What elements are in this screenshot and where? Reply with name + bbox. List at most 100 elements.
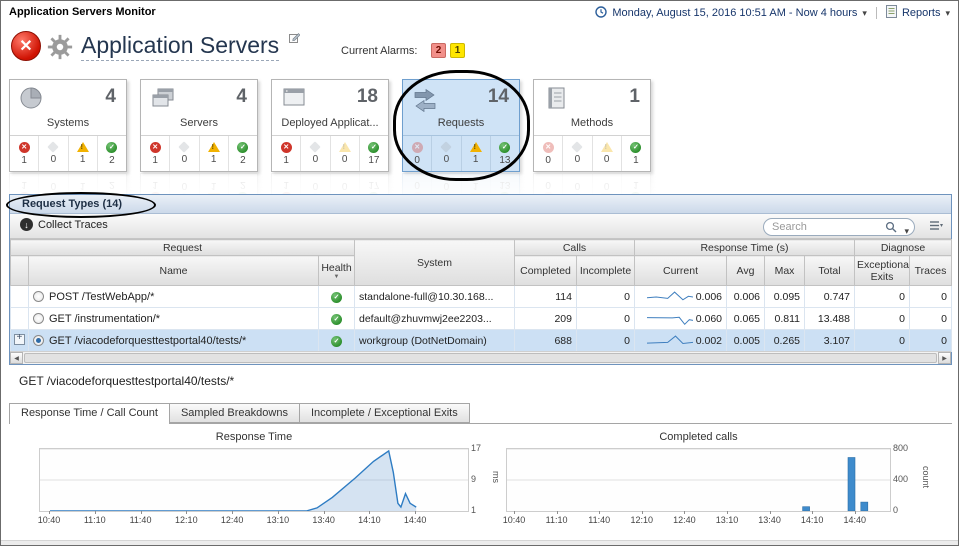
search-icon[interactable] <box>885 220 897 238</box>
status-fatal[interactable]: 0 <box>403 136 433 171</box>
table-row[interactable]: GET /viacodeforquesttestportal40/tests/*… <box>10 329 952 352</box>
col-header-system[interactable]: System <box>354 239 515 286</box>
x-tick-mark <box>514 511 515 514</box>
status-unknown[interactable]: 0 <box>39 136 69 171</box>
search-options-caret-icon[interactable] <box>904 221 909 239</box>
col-header-max[interactable]: Max <box>764 255 805 286</box>
page-title: Application Servers <box>81 32 280 61</box>
status-unknown[interactable]: 0 <box>170 136 200 171</box>
status-warning[interactable]: 0 <box>331 136 360 171</box>
col-header-traces[interactable]: Traces <box>909 255 952 286</box>
tile-methods[interactable]: 1 Methods 0 0 0 1 <box>533 79 651 172</box>
exceptional-exits-cell: 0 <box>854 329 910 352</box>
status-unknown[interactable]: 0 <box>432 136 462 171</box>
alarm-badge-critical[interactable]: 2 <box>431 43 446 58</box>
status-count: 17 <box>368 154 380 166</box>
status-warning[interactable]: 1 <box>69 136 98 171</box>
status-count: 0 <box>312 154 319 165</box>
x-tick-label: 12:10 <box>175 515 198 525</box>
reports-menu[interactable]: Reports <box>901 7 941 19</box>
alarm-badge-warning[interactable]: 1 <box>450 43 465 58</box>
row-radio[interactable] <box>33 290 44 302</box>
status-unknown[interactable]: 0 <box>301 136 331 171</box>
max-cell: 0.095 <box>764 285 805 308</box>
max-cell: 0.811 <box>764 307 805 330</box>
row-radio[interactable] <box>33 312 44 324</box>
tile-systems[interactable]: 4 Systems 1 0 1 2 <box>9 79 127 172</box>
status-normal[interactable]: 1 <box>622 136 650 171</box>
grid-settings-icon[interactable] <box>929 219 943 237</box>
tab-sampled-breakdowns[interactable]: Sampled Breakdowns <box>169 403 300 423</box>
col-header-current[interactable]: Current <box>634 255 727 286</box>
col-header-incomplete[interactable]: Incomplete <box>576 255 635 286</box>
status-warning[interactable]: 1 <box>462 136 491 171</box>
row-radio[interactable] <box>33 334 44 346</box>
warning-icon <box>469 142 482 152</box>
table-row[interactable]: POST /TestWebApp/* standalone-full@10.30… <box>10 285 952 308</box>
col-header-total[interactable]: Total <box>804 255 855 286</box>
col-header-name[interactable]: Name <box>28 255 319 286</box>
tile-label: Servers <box>180 117 218 129</box>
time-range-selector[interactable]: Monday, August 15, 2016 10:51 AM - Now 4… <box>612 7 858 19</box>
current-value: 0.060 <box>695 312 722 325</box>
search-input[interactable] <box>763 218 915 236</box>
panel-title: Request Types (14) <box>10 195 951 214</box>
status-unknown[interactable]: 0 <box>563 136 593 171</box>
scroll-left-button[interactable] <box>10 352 23 364</box>
chevron-down-icon[interactable] <box>945 7 950 19</box>
col-header-avg[interactable]: Avg <box>726 255 765 286</box>
status-fatal[interactable]: 1 <box>141 136 171 171</box>
system-cell: standalone-full@10.30.168... <box>354 285 515 308</box>
tile-servers[interactable]: 4 Servers 1 0 1 2 <box>140 79 258 172</box>
request-types-table: Request System Calls Response Time (s) D… <box>10 239 952 352</box>
warning-icon <box>600 142 613 152</box>
sparkline <box>646 334 693 348</box>
health-normal-icon <box>331 291 342 303</box>
current-cell: 0.002 <box>634 329 727 352</box>
scroll-right-button[interactable] <box>938 352 951 364</box>
warning-icon <box>76 142 89 152</box>
current-value: 0.002 <box>695 334 722 347</box>
tile-status-bar: 1 0 0 17 <box>272 135 388 171</box>
search-box <box>763 217 915 238</box>
tile-count: 18 <box>356 86 378 107</box>
edit-title-icon[interactable] <box>289 30 301 48</box>
collect-traces-button[interactable]: Collect Traces <box>20 218 108 231</box>
status-warning[interactable]: 1 <box>200 136 229 171</box>
tile-count: 14 <box>487 86 509 107</box>
horizontal-scrollbar <box>10 351 951 364</box>
completed-cell: 114 <box>514 285 577 308</box>
tile-deployed-applications[interactable]: 18 Deployed Applicat... 1 0 0 17 <box>271 79 389 172</box>
tabs-underline <box>9 423 952 424</box>
total-cell: 13.488 <box>804 307 855 330</box>
tile-requests[interactable]: 14 Requests 0 0 1 13 <box>402 79 520 172</box>
col-header-exceptional-exits[interactable]: Exceptional Exits <box>854 255 910 286</box>
x-tick-label: 13:10 <box>715 515 739 525</box>
status-normal[interactable]: 17 <box>360 136 388 171</box>
traces-cell: 0 <box>909 285 952 308</box>
status-normal[interactable]: 2 <box>98 136 126 171</box>
status-fatal[interactable]: 1 <box>10 136 40 171</box>
x-tick-mark <box>323 511 325 514</box>
expand-button[interactable] <box>14 332 25 345</box>
tab-incomplete-exceptional-exits[interactable]: Incomplete / Exceptional Exits <box>299 403 470 423</box>
status-count: 0 <box>50 154 57 165</box>
y-axis-label: count <box>921 465 932 489</box>
status-fatal[interactable]: 1 <box>272 136 302 171</box>
traces-cell: 0 <box>909 329 952 352</box>
status-normal[interactable]: 2 <box>229 136 257 171</box>
chevron-down-icon[interactable] <box>862 7 867 19</box>
scrollbar-thumb[interactable] <box>24 353 937 363</box>
collect-traces-label: Collect Traces <box>38 218 108 231</box>
x-tick-mark <box>854 511 856 514</box>
col-header-health[interactable]: Health <box>318 255 355 286</box>
table-row[interactable]: GET /instrumentation/* default@zhuvmwj2e… <box>10 307 952 330</box>
col-header-completed[interactable]: Completed <box>514 255 577 286</box>
tab-response-time-call-count[interactable]: Response Time / Call Count <box>9 403 170 424</box>
expand-cell[interactable] <box>10 329 29 352</box>
health-normal-icon <box>331 313 342 325</box>
status-normal[interactable]: 13 <box>491 136 519 171</box>
traces-cell: 0 <box>909 307 952 330</box>
status-fatal[interactable]: 0 <box>534 136 564 171</box>
status-warning[interactable]: 0 <box>593 136 622 171</box>
